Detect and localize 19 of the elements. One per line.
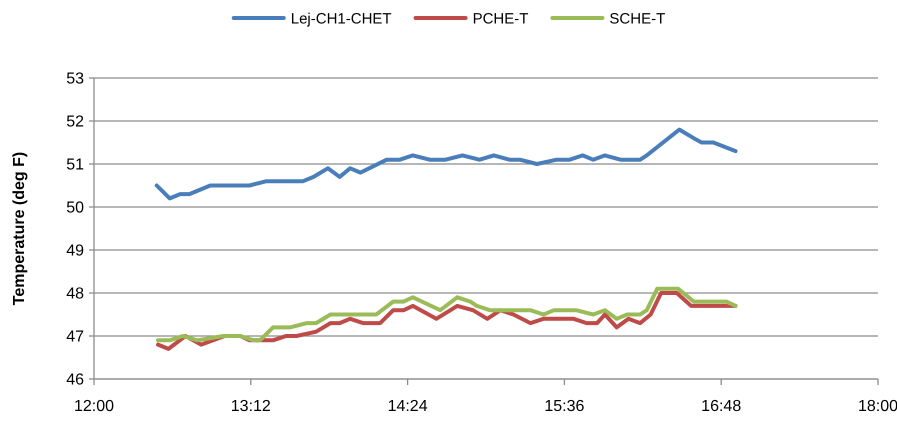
y-tick-label: 50 (66, 200, 84, 217)
x-tick-label: 15:36 (544, 398, 585, 415)
line-series (154, 128, 738, 200)
line-series (156, 286, 738, 342)
x-tick-label: 14:24 (388, 398, 428, 415)
legend-label: Lej-CH1-CHET (290, 10, 392, 28)
y-tick-label: 52 (66, 114, 84, 131)
y-tick-label: 48 (66, 286, 84, 303)
y-tick-label: 51 (66, 156, 84, 174)
x-tick-label: 12:00 (74, 398, 114, 415)
y-tick-label: 47 (66, 328, 84, 346)
y-tick-label: 46 (66, 372, 84, 389)
y-axis-title: Temperature (deg F) (11, 152, 28, 306)
x-tick-label: 13:12 (230, 398, 271, 415)
legend-label: PCHE-T (472, 10, 528, 28)
y-tick-label: 53 (66, 70, 84, 88)
legend-label: SCHE-T (609, 10, 666, 28)
x-tick-label: 16:48 (701, 398, 742, 415)
y-tick-label: 49 (66, 242, 84, 260)
